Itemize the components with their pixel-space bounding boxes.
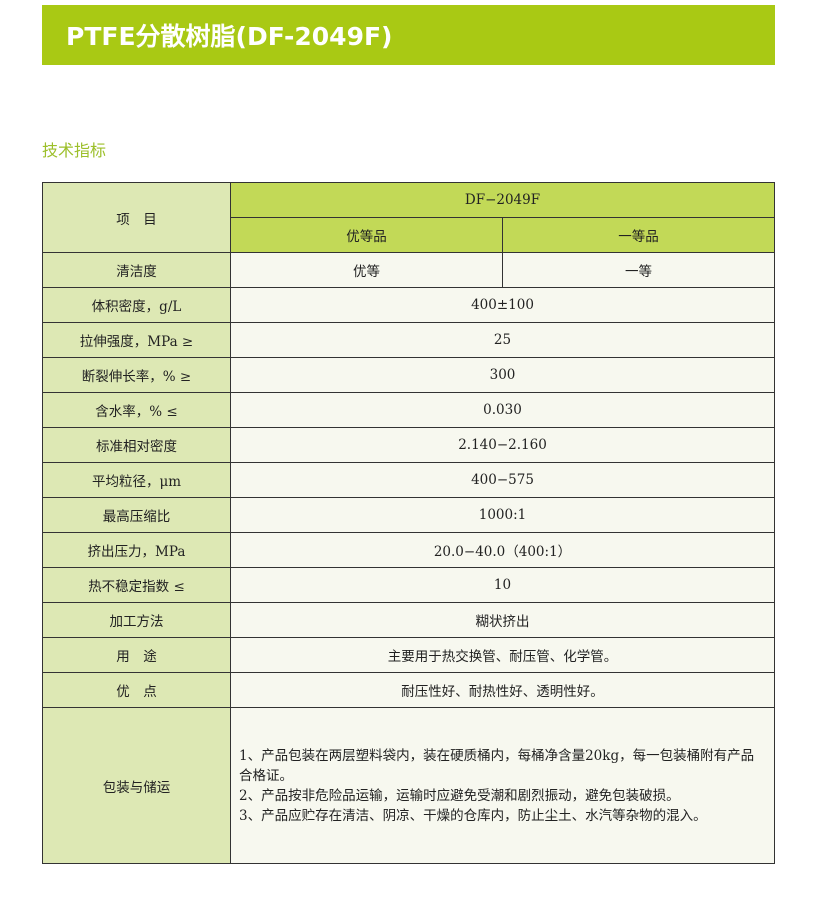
row-value: 10 — [230, 567, 775, 603]
row-value: 主要用于热交换管、耐压管、化学管。 — [230, 637, 775, 673]
grade-row: 优等品 一等品 — [43, 217, 775, 253]
grade-header: 优等品 — [230, 217, 503, 253]
row-label: 平均粒径，μm — [42, 462, 231, 498]
table-row: 标准相对密度 2.140−2.160 — [42, 427, 775, 463]
model-header: DF−2049F — [230, 182, 775, 218]
row-label: 热不稳定指数 ≤ — [42, 567, 231, 603]
table-row: 用 途主要用于热交换管、耐压管、化学管。 — [42, 637, 775, 673]
table-row: 加工方法 糊状挤出 — [42, 602, 775, 638]
packaging-row: 包装与储运 1、产品包装在两层塑料袋内，装在硬质桶内，每桶净含量20kg，每一包装… — [42, 707, 775, 864]
row-label: 断裂伸长率，% ≥ — [42, 357, 231, 393]
table-row: 清洁度 优等 一等 — [42, 252, 775, 288]
row-value: 400−575 — [230, 462, 775, 498]
row-label: 加工方法 — [42, 602, 231, 638]
row-value: 2.140−2.160 — [230, 427, 775, 463]
row-label: 用 途 — [42, 637, 231, 673]
header-row: 项 目 DF−2049F — [42, 182, 775, 253]
table-row: 挤出压力，MPa 20.0−40.0（400:1） — [42, 532, 775, 568]
table-row: 含水率，% ≤0.030 — [42, 392, 775, 428]
row-value: 25 — [230, 322, 775, 358]
row-label: 体积密度，g/L — [42, 287, 231, 323]
table-row: 热不稳定指数 ≤10 — [42, 567, 775, 603]
row-value: 300 — [230, 357, 775, 393]
row-value: 400±100 — [230, 287, 775, 323]
grade-header: 一等品 — [502, 217, 775, 253]
row-label: 清洁度 — [42, 252, 231, 288]
item-header: 项 目 — [42, 182, 231, 253]
packaging-line: 2、产品按非危险品运输，运输时应避免受潮和剧烈振动，避免包装破损。 — [239, 787, 680, 804]
packaging-line: 1、产品包装在两层塑料袋内，装在硬质桶内，每桶净含量20kg，每一包装桶附有产品… — [239, 747, 755, 784]
row-label: 优 点 — [42, 672, 231, 708]
row-label: 挤出压力，MPa — [42, 532, 231, 568]
section-heading: 技术指标 — [42, 141, 107, 160]
title-bar: PTFE分散树脂(DF-2049F) — [42, 5, 775, 65]
packaging-text: 1、产品包装在两层塑料袋内，装在硬质桶内，每桶净含量20kg，每一包装桶附有产品… — [230, 707, 775, 864]
table-row: 拉伸强度，MPa ≥25 — [42, 322, 775, 358]
table-row: 平均粒径，μm 400−575 — [42, 462, 775, 498]
table-row: 最高压缩比 1000:1 — [42, 497, 775, 533]
packaging-line: 3、产品应贮存在清洁、阴凉、干燥的仓库内，防止尘土、水汽等杂物的混入。 — [239, 807, 707, 824]
row-value: 0.030 — [230, 392, 775, 428]
table-row: 优 点耐压性好、耐热性好、透明性好。 — [42, 672, 775, 708]
row-value: 1000:1 — [230, 497, 775, 533]
table-row: 断裂伸长率，% ≥300 — [42, 357, 775, 393]
row-label: 包装与储运 — [42, 707, 231, 864]
table-row: 体积密度，g/L 400±100 — [42, 287, 775, 323]
row-label: 最高压缩比 — [42, 497, 231, 533]
row-value: 耐压性好、耐热性好、透明性好。 — [230, 672, 775, 708]
page-title: PTFE分散树脂(DF-2049F) — [66, 22, 393, 51]
row-label: 拉伸强度，MPa ≥ — [42, 322, 231, 358]
row-value: 糊状挤出 — [230, 602, 775, 638]
row-value: 一等 — [502, 252, 775, 288]
row-label: 标准相对密度 — [42, 427, 231, 463]
row-value: 优等 — [230, 252, 503, 288]
row-value: 20.0−40.0（400:1） — [230, 532, 775, 568]
row-label: 含水率，% ≤ — [42, 392, 231, 428]
spec-table: 项 目 DF−2049F 优等品 一等品 清洁度 优等 一等 体积密度，g/L 4… — [42, 182, 775, 864]
